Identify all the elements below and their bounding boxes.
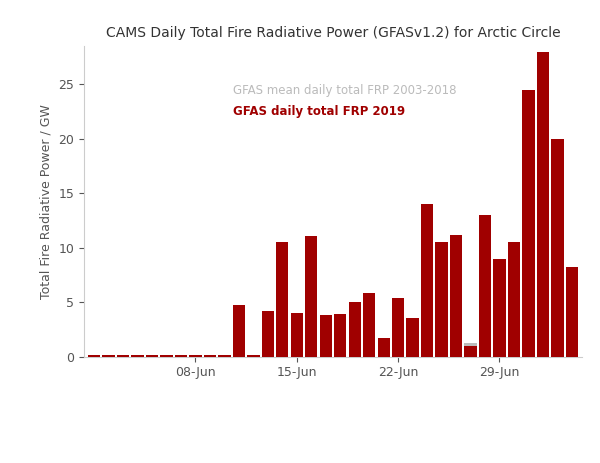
Text: GFAS mean daily total FRP 2003-2018: GFAS mean daily total FRP 2003-2018	[233, 83, 457, 96]
Bar	[276, 354, 289, 357]
Bar	[305, 353, 317, 357]
Bar	[103, 356, 115, 357]
Bar	[464, 343, 476, 357]
Text: GFAS daily total FRP 2019: GFAS daily total FRP 2019	[233, 105, 406, 118]
Bar	[320, 315, 332, 357]
Bar	[334, 314, 346, 357]
Bar	[508, 351, 520, 357]
Bar	[320, 353, 332, 357]
Bar	[522, 90, 535, 357]
Bar	[421, 204, 433, 357]
Bar	[392, 298, 404, 357]
Bar	[436, 242, 448, 357]
Bar	[566, 267, 578, 357]
Bar	[406, 319, 419, 357]
Bar	[262, 354, 274, 357]
Bar	[493, 345, 506, 357]
Bar	[479, 342, 491, 357]
Bar	[218, 356, 230, 357]
Y-axis label: Total Fire Radiative Power / GW: Total Fire Radiative Power / GW	[40, 104, 53, 299]
Bar	[146, 356, 158, 357]
Bar	[450, 343, 462, 357]
Bar	[377, 350, 390, 357]
Bar	[551, 329, 563, 357]
Bar	[493, 258, 506, 357]
Bar	[436, 347, 448, 357]
Bar	[377, 338, 390, 357]
Bar	[566, 329, 578, 357]
Bar	[349, 302, 361, 357]
Bar	[334, 352, 346, 357]
Bar	[218, 356, 230, 357]
Bar	[551, 139, 563, 357]
Bar	[305, 236, 317, 357]
Bar	[262, 311, 274, 357]
Bar	[88, 356, 100, 357]
Bar	[479, 215, 491, 357]
Bar	[276, 242, 289, 357]
Bar	[103, 356, 115, 357]
Bar	[363, 294, 376, 357]
Bar	[537, 351, 549, 357]
Bar	[175, 356, 187, 357]
Bar	[117, 356, 129, 357]
Bar	[204, 356, 216, 357]
Bar	[160, 356, 173, 357]
Bar	[175, 356, 187, 357]
Bar	[290, 353, 303, 357]
Bar	[160, 356, 173, 357]
Bar	[117, 356, 129, 357]
Bar	[363, 351, 376, 357]
Bar	[290, 313, 303, 357]
Bar	[204, 356, 216, 357]
Bar	[406, 350, 419, 357]
Bar	[233, 306, 245, 357]
Bar	[131, 356, 144, 357]
Bar	[247, 356, 260, 357]
Bar	[450, 235, 462, 357]
Bar	[392, 349, 404, 357]
Bar	[421, 349, 433, 357]
Bar	[508, 242, 520, 357]
Bar	[464, 345, 476, 357]
Bar	[349, 351, 361, 357]
Bar	[522, 345, 535, 357]
Bar	[190, 356, 202, 357]
Title: CAMS Daily Total Fire Radiative Power (GFASv1.2) for Arctic Circle: CAMS Daily Total Fire Radiative Power (G…	[106, 25, 560, 39]
Bar	[537, 52, 549, 357]
Bar	[88, 356, 100, 357]
Bar	[190, 356, 202, 357]
Bar	[247, 355, 260, 357]
Bar	[131, 356, 144, 357]
Bar	[233, 356, 245, 357]
Bar	[146, 356, 158, 357]
